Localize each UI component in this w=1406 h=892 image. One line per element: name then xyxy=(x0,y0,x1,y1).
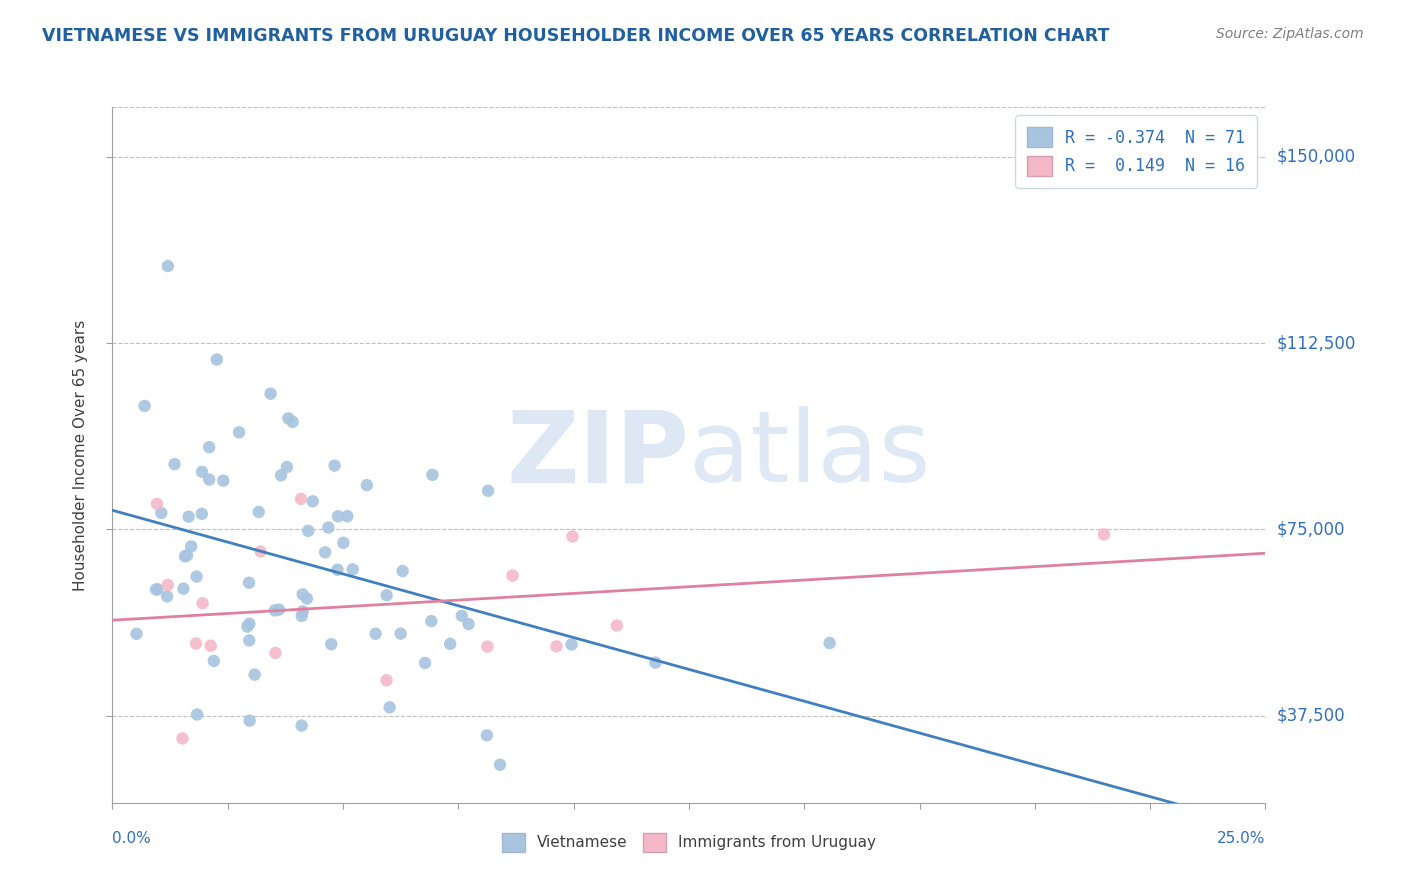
Point xyxy=(818,636,841,650)
Point xyxy=(326,563,349,577)
Point xyxy=(644,656,666,670)
Point xyxy=(146,582,169,597)
Point xyxy=(326,509,349,524)
Point xyxy=(236,619,259,633)
Point xyxy=(205,352,228,367)
Point xyxy=(176,548,198,562)
Point xyxy=(202,654,225,668)
Point xyxy=(439,637,461,651)
Point xyxy=(198,473,221,487)
Point xyxy=(249,544,271,558)
Text: VIETNAMESE VS IMMIGRANTS FROM URUGUAY HOUSEHOLDER INCOME OVER 65 YEARS CORRELATI: VIETNAMESE VS IMMIGRANTS FROM URUGUAY HO… xyxy=(42,27,1109,45)
Point xyxy=(238,633,260,648)
Point xyxy=(336,509,359,524)
Text: $150,000: $150,000 xyxy=(1277,148,1355,166)
Point xyxy=(212,474,235,488)
Point xyxy=(378,700,401,714)
Point xyxy=(477,640,499,654)
Point xyxy=(321,637,343,651)
Point xyxy=(134,399,156,413)
Point xyxy=(364,626,387,640)
Point xyxy=(174,549,197,564)
Point xyxy=(546,640,568,654)
Point xyxy=(180,540,202,554)
Point xyxy=(163,457,186,471)
Point xyxy=(561,638,583,652)
Point xyxy=(177,509,200,524)
Point xyxy=(156,259,179,273)
Point xyxy=(489,757,512,772)
Point xyxy=(391,564,413,578)
Point xyxy=(270,468,292,483)
Text: atlas: atlas xyxy=(689,407,931,503)
Point xyxy=(243,667,266,681)
Point xyxy=(228,425,250,440)
Y-axis label: Householder Income Over 65 years: Householder Income Over 65 years xyxy=(73,319,89,591)
Point xyxy=(291,587,314,601)
Point xyxy=(291,604,314,618)
Point xyxy=(125,627,148,641)
Point xyxy=(477,483,499,498)
Point xyxy=(281,415,304,429)
Text: $37,500: $37,500 xyxy=(1277,706,1346,725)
Point xyxy=(561,529,583,543)
Point xyxy=(150,506,173,520)
Point xyxy=(238,616,260,631)
Point xyxy=(267,602,290,616)
Point xyxy=(156,578,179,592)
Point xyxy=(295,591,318,606)
Text: ZIP: ZIP xyxy=(506,407,689,503)
Text: 0.0%: 0.0% xyxy=(112,830,152,846)
Point xyxy=(291,609,314,624)
Point xyxy=(184,636,207,650)
Legend: Vietnamese, Immigrants from Uruguay: Vietnamese, Immigrants from Uruguay xyxy=(496,827,882,858)
Point xyxy=(606,618,628,632)
Point xyxy=(323,458,346,473)
Point xyxy=(502,568,524,582)
Point xyxy=(200,639,222,653)
Point xyxy=(191,596,214,610)
Point xyxy=(191,507,214,521)
Point xyxy=(420,614,443,628)
Point xyxy=(356,478,378,492)
Point xyxy=(172,731,194,746)
Point xyxy=(239,714,262,728)
Text: 25.0%: 25.0% xyxy=(1218,830,1265,846)
Point xyxy=(301,494,323,508)
Point xyxy=(457,617,479,632)
Point xyxy=(277,411,299,425)
Point xyxy=(198,440,221,454)
Text: $112,500: $112,500 xyxy=(1277,334,1355,352)
Point xyxy=(264,646,287,660)
Point xyxy=(263,603,285,617)
Point xyxy=(186,569,208,583)
Point xyxy=(450,608,472,623)
Point xyxy=(475,728,498,742)
Point xyxy=(413,656,436,670)
Point xyxy=(172,582,194,596)
Point xyxy=(332,536,354,550)
Point xyxy=(375,673,398,688)
Point xyxy=(291,718,314,732)
Point xyxy=(247,505,270,519)
Point xyxy=(342,562,364,576)
Point xyxy=(375,588,398,602)
Point xyxy=(259,386,281,401)
Point xyxy=(389,626,412,640)
Point xyxy=(422,467,444,482)
Text: $75,000: $75,000 xyxy=(1277,520,1346,539)
Point xyxy=(314,545,336,559)
Point xyxy=(145,582,167,597)
Text: Source: ZipAtlas.com: Source: ZipAtlas.com xyxy=(1216,27,1364,41)
Point xyxy=(1092,527,1115,541)
Point xyxy=(290,491,312,506)
Point xyxy=(191,465,214,479)
Point xyxy=(156,590,179,604)
Point xyxy=(297,524,319,538)
Point xyxy=(186,707,208,722)
Point xyxy=(146,497,169,511)
Point xyxy=(238,575,260,590)
Point xyxy=(276,460,298,475)
Point xyxy=(318,520,340,534)
